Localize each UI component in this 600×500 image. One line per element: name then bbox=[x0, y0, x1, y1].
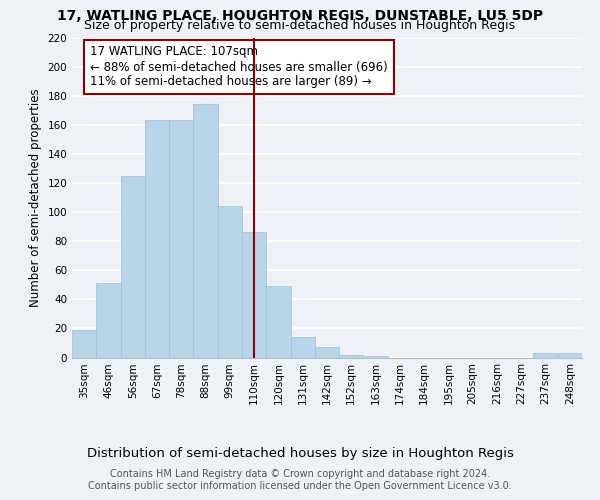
Bar bbox=[145, 120, 169, 358]
Text: Size of property relative to semi-detached houses in Houghton Regis: Size of property relative to semi-detach… bbox=[85, 19, 515, 32]
Bar bbox=[339, 354, 364, 358]
Text: Distribution of semi-detached houses by size in Houghton Regis: Distribution of semi-detached houses by … bbox=[86, 448, 514, 460]
Bar bbox=[533, 353, 558, 358]
Bar bbox=[169, 120, 193, 358]
Text: Contains HM Land Registry data © Crown copyright and database right 2024.
Contai: Contains HM Land Registry data © Crown c… bbox=[88, 470, 512, 491]
Bar bbox=[242, 232, 266, 358]
Text: 17 WATLING PLACE: 107sqm
← 88% of semi-detached houses are smaller (696)
11% of : 17 WATLING PLACE: 107sqm ← 88% of semi-d… bbox=[90, 46, 388, 88]
Bar bbox=[290, 337, 315, 357]
Bar bbox=[364, 356, 388, 358]
Bar bbox=[96, 284, 121, 358]
Bar bbox=[315, 348, 339, 358]
Y-axis label: Number of semi-detached properties: Number of semi-detached properties bbox=[29, 88, 42, 307]
Bar bbox=[266, 286, 290, 358]
Bar bbox=[72, 330, 96, 357]
Bar bbox=[218, 206, 242, 358]
Bar bbox=[193, 104, 218, 358]
Bar bbox=[558, 353, 582, 358]
Bar bbox=[121, 176, 145, 358]
Text: 17, WATLING PLACE, HOUGHTON REGIS, DUNSTABLE, LU5 5DP: 17, WATLING PLACE, HOUGHTON REGIS, DUNST… bbox=[57, 9, 543, 23]
